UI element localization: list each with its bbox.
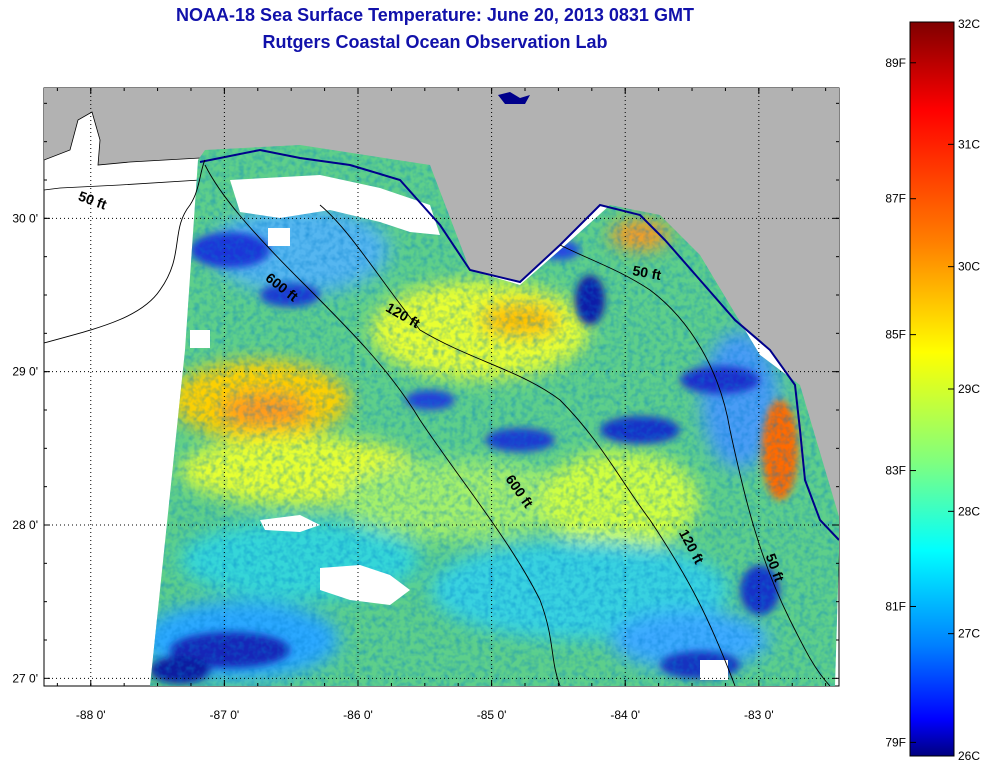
alabama-coast-white bbox=[44, 111, 201, 191]
colorbar-label-f: 87F bbox=[885, 192, 906, 206]
colorbar-label-f: 81F bbox=[885, 599, 906, 613]
lat-tick-label: 29 0' bbox=[12, 365, 38, 379]
lon-tick-label: -84 0' bbox=[610, 708, 640, 722]
colorbar-label-f: 85F bbox=[885, 328, 906, 342]
lon-tick-label: -88 0' bbox=[76, 708, 106, 722]
lat-tick-label: 28 0' bbox=[12, 518, 38, 532]
contour-label: 50 ft bbox=[631, 262, 662, 283]
lon-tick-label: -83 0' bbox=[744, 708, 774, 722]
colorbar-gradient bbox=[909, 21, 955, 757]
lon-tick-label: -85 0' bbox=[477, 708, 507, 722]
colorbar-label-f: 79F bbox=[885, 735, 906, 749]
lat-tick-label: 27 0' bbox=[12, 671, 38, 685]
bathymetry-contours bbox=[44, 159, 831, 686]
land-mass bbox=[44, 88, 839, 520]
lon-tick-label: -87 0' bbox=[210, 708, 240, 722]
colorbar-label-c: 32C bbox=[958, 17, 980, 31]
title-line-1: NOAA-18 Sea Surface Temperature: June 20… bbox=[176, 5, 694, 25]
colorbar-label-c: 29C bbox=[958, 382, 980, 396]
colorbar-label-c: 28C bbox=[958, 504, 980, 518]
map-axes: -88 0' -87 0' -86 0' -85 0' -84 0' -83 0' 30 0… bbox=[12, 88, 839, 722]
colorbar-label-f: 83F bbox=[885, 464, 906, 478]
colorbar-label-c: 27C bbox=[958, 627, 980, 641]
lon-tick-label: -86 0' bbox=[343, 708, 373, 722]
colorbar-label-f: 89F bbox=[885, 56, 906, 70]
title-line-2: Rutgers Coastal Ocean Observation Lab bbox=[262, 32, 608, 52]
colorbar: 32C 31C 30C 29C 28C 27C 26C 89F 87F 85F 83F 81F 79F bbox=[885, 17, 980, 763]
inland-water bbox=[498, 92, 530, 104]
coastline bbox=[199, 148, 839, 541]
colorbar-label-c: 31C bbox=[958, 137, 980, 151]
no-data-patches bbox=[190, 175, 728, 680]
colorbar-label-c: 26C bbox=[958, 749, 980, 763]
map-grid bbox=[44, 88, 839, 686]
lat-tick-label: 30 0' bbox=[12, 211, 38, 225]
colorbar-label-c: 30C bbox=[958, 260, 980, 274]
